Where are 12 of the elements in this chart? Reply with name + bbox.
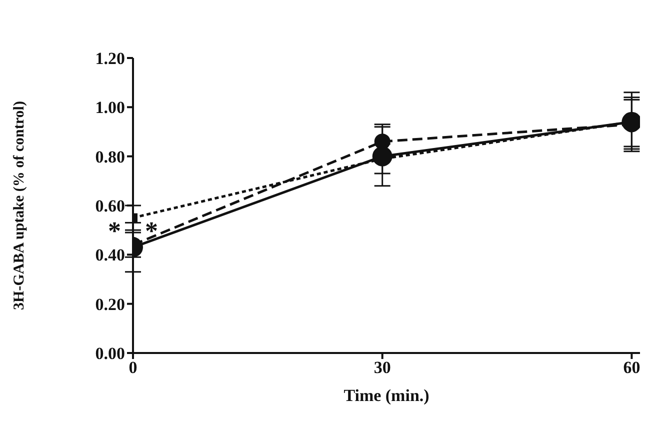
y-tick-label: 0.40: [95, 246, 125, 265]
x-tick-label: 30: [374, 358, 391, 378]
y-tick-label: 0.60: [95, 196, 125, 216]
y-tick-label: 0.00: [95, 344, 125, 364]
x-axis-title: Time (min.): [344, 386, 430, 405]
x-tick-label: 60: [623, 358, 640, 378]
y-tick-label: 1.00: [95, 98, 125, 118]
y-axis-title: 3H-GABA uptake (% of control): [11, 101, 28, 310]
x-tick-label: 0: [128, 358, 138, 378]
y-tick-label: 1.20: [95, 49, 125, 68]
y-tick-label: 0.20: [95, 294, 125, 314]
y-tick-label: 0.80: [95, 147, 125, 166]
